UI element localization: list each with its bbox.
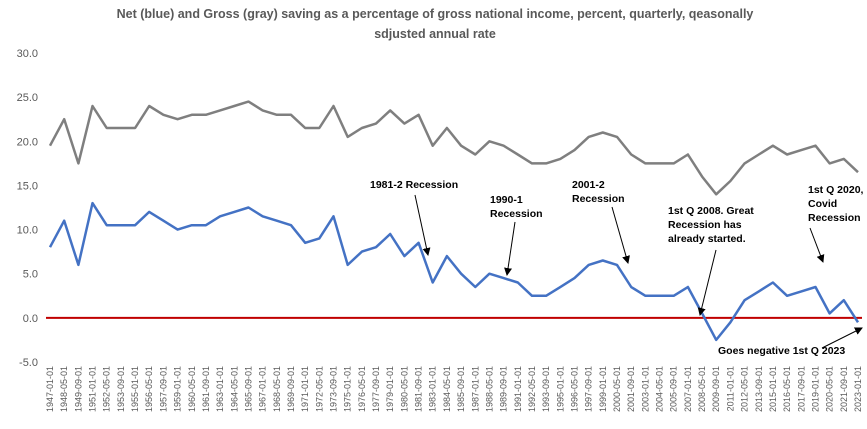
annotation-arrow	[611, 206, 630, 264]
annotation: 1990-1	[490, 194, 523, 206]
x-tick-label: 2003-01-01	[640, 366, 650, 412]
chart-title: Net (blue) and Gross (gray) saving as a …	[117, 7, 754, 21]
x-tick-label: 1960-05-01	[187, 366, 197, 412]
x-tick-label: 1968-05-01	[272, 366, 282, 412]
x-tick-label: 1985-09-01	[456, 366, 466, 412]
series-line	[48, 100, 859, 196]
annotation: Covid	[808, 198, 837, 210]
annotation: 1st Q 2008. Great	[668, 205, 754, 217]
x-tick-label: 1949-09-01	[73, 366, 83, 412]
annotation-arrow	[821, 327, 863, 349]
x-tick-label: 1981-09-01	[414, 366, 424, 412]
x-tick-label: 1967-01-01	[258, 366, 268, 412]
x-tick-label: 2019-01-01	[810, 366, 820, 412]
x-tick-label: 1980-05-01	[399, 366, 409, 412]
x-tick-label: 1989-09-01	[499, 366, 509, 412]
annotation: already started.	[668, 233, 746, 245]
x-tick-label: 1956-05-01	[144, 366, 154, 412]
y-tick-label: 10.0	[17, 225, 38, 237]
x-tick-label: 2015-01-01	[768, 366, 778, 412]
x-tick-label: 2004-05-01	[655, 366, 665, 412]
y-tick-label: -5.0	[19, 357, 38, 369]
x-tick-label: 2009-09-01	[711, 366, 721, 412]
annotation-arrow	[697, 249, 717, 316]
x-tick-label: 1997-09-01	[584, 366, 594, 412]
annotation: 2001-2	[572, 179, 605, 191]
annotation: Goes negative 1st Q 2023	[718, 345, 845, 357]
x-tick-label: 2017-09-01	[796, 366, 806, 412]
x-tick-label: 1993-09-01	[541, 366, 551, 412]
annotation-arrow	[414, 194, 431, 256]
x-tick-label: 1988-05-01	[484, 366, 494, 412]
y-tick-label: 20.0	[17, 136, 38, 148]
x-tick-label: 1996-05-01	[569, 366, 579, 412]
x-tick-label: 1975-01-01	[343, 366, 353, 412]
x-tick-label: 1955-01-01	[130, 366, 140, 412]
x-tick-label: 2023-01-01	[853, 366, 863, 412]
x-tick-label: 1995-01-01	[555, 366, 565, 412]
chart-title: sdjusted annual rate	[374, 27, 496, 41]
x-tick-label: 1969-09-01	[286, 366, 296, 412]
x-tick-label: 1959-01-01	[173, 366, 183, 412]
x-tick-label: 1991-01-01	[513, 366, 523, 412]
annotation: Recession	[572, 193, 625, 205]
annotation: Recession has	[668, 219, 742, 231]
x-tick-label: 1983-01-01	[428, 366, 438, 412]
x-tick-label: 2000-05-01	[612, 366, 622, 412]
x-tick-label: 1965-09-01	[243, 366, 253, 412]
x-tick-label: 1976-05-01	[357, 366, 367, 412]
y-tick-label: 0.0	[23, 313, 38, 325]
x-tick-label: 2008-05-01	[697, 366, 707, 412]
x-tick-label: 1999-01-01	[598, 366, 608, 412]
annotation: Recession	[490, 208, 543, 220]
x-tick-label: 1973-09-01	[329, 366, 339, 412]
x-tick-label: 1992-05-01	[527, 366, 537, 412]
x-tick-label: 1964-05-01	[229, 366, 239, 412]
x-tick-label: 2020-05-01	[825, 366, 835, 412]
x-tick-label: 1987-01-01	[470, 366, 480, 412]
x-tick-label: 1957-09-01	[158, 366, 168, 412]
y-tick-label: 30.0	[17, 48, 38, 60]
x-tick-label: 2011-01-01	[725, 366, 735, 411]
x-tick-label: 1972-05-01	[314, 366, 324, 412]
y-tick-label: 15.0	[17, 180, 38, 192]
x-tick-label: 1951-01-01	[88, 366, 98, 412]
x-tick-label: 1947-01-01	[45, 366, 55, 412]
x-tick-label: 1961-09-01	[201, 366, 211, 412]
x-tick-label: 2001-09-01	[626, 366, 636, 412]
x-tick-label: 2012-05-01	[740, 366, 750, 412]
x-tick-label: 1948-05-01	[59, 366, 69, 412]
x-tick-label: 2005-09-01	[669, 366, 679, 412]
x-tick-label: 2013-09-01	[754, 366, 764, 412]
y-tick-label: 25.0	[17, 92, 38, 104]
x-tick-label: 1953-09-01	[116, 366, 126, 412]
annotation: 1st Q 2020,	[808, 184, 864, 196]
annotation: 1981-2 Recession	[370, 179, 458, 191]
x-tick-label: 1952-05-01	[102, 366, 112, 412]
x-tick-label: 1977-09-01	[371, 366, 381, 412]
x-tick-label: 2021-09-01	[839, 366, 849, 412]
x-tick-label: 1971-01-01	[300, 366, 310, 412]
x-tick-label: 2007-01-01	[683, 366, 693, 412]
annotation: Recession	[808, 212, 861, 224]
series-line	[48, 201, 860, 342]
x-tick-label: 1963-01-01	[215, 366, 225, 412]
x-tick-label: 1984-05-01	[442, 366, 452, 412]
annotation-arrow	[809, 227, 825, 263]
x-tick-label: 1979-01-01	[385, 366, 395, 412]
x-tick-label: 2016-05-01	[782, 366, 792, 412]
annotation-arrow	[504, 221, 516, 276]
y-tick-label: 5.0	[23, 269, 38, 281]
